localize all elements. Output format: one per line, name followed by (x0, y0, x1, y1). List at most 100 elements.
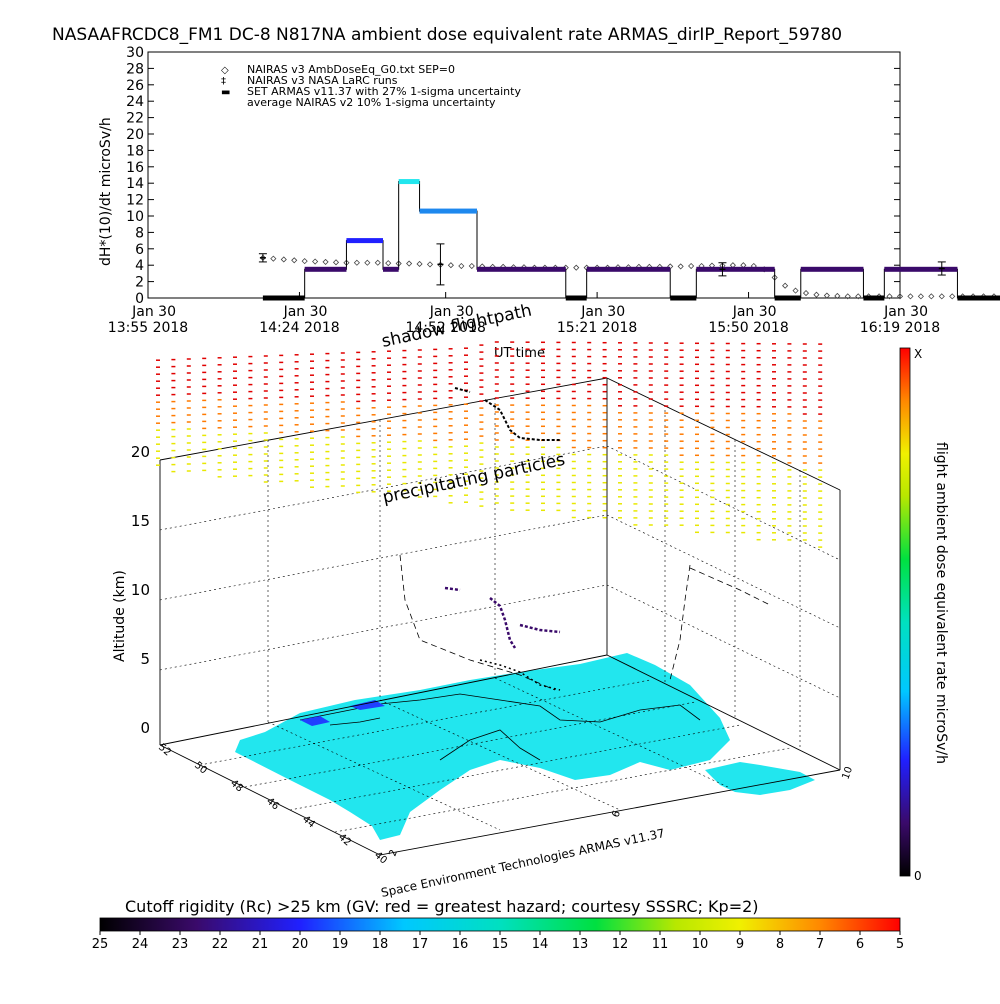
rigidity-tick-label: 15 (492, 937, 509, 952)
altitude-tick-label: 5 (140, 650, 150, 668)
x-tick-label-time: 15:21 2018 (557, 320, 637, 336)
grid-line (606, 445, 841, 561)
x-tick-label-date: Jan 30 (131, 304, 176, 320)
legend-symbol: ‡ (221, 76, 226, 87)
nairas-point (406, 260, 413, 267)
armas-segment (398, 179, 420, 185)
armas-segment (884, 266, 958, 272)
annotation-precipitating-particles: precipitating particles (381, 450, 567, 508)
grid-line (379, 699, 621, 811)
credit-label: Space Environment Technologies ARMAS v11… (380, 826, 666, 900)
x-axis-label: UT time (494, 346, 545, 361)
altitude-tick-label: 0 (140, 719, 150, 737)
armas-segment (346, 238, 383, 244)
box-edge (159, 744, 381, 856)
nairas-point (426, 261, 434, 268)
nairas-point (907, 293, 914, 300)
blue-patch (300, 700, 385, 726)
vertical-colorbar (899, 347, 911, 877)
plot-3d-grid (159, 398, 841, 833)
rigidity-tick-label: 21 (252, 937, 269, 952)
box-edge (159, 377, 608, 461)
altitude-tick-label: 15 (131, 512, 150, 530)
nairas-point (896, 293, 904, 300)
y-tick-label: 14 (126, 176, 144, 192)
rigidity-tick-label: 16 (452, 937, 469, 952)
rigidity-tick-label: 19 (332, 937, 349, 952)
armas-segment (696, 266, 775, 272)
nairas-point (332, 259, 340, 266)
nairas-point (688, 262, 695, 270)
grid-line (199, 679, 651, 766)
page-title: NASAAFRCDC8_FM1 DC-8 N817NA ambient dose… (52, 25, 842, 45)
rigidity-tick-label: 7 (816, 937, 824, 952)
y-axis-label: dH*(10)/dt microSv/h (98, 117, 114, 266)
legend-symbol: ▬ (221, 87, 230, 98)
nairas-point (573, 264, 580, 271)
box-edge (379, 769, 841, 856)
rigidity-tick-label: 25 (92, 937, 109, 952)
nairas-point (364, 259, 371, 266)
x-tick-label-date: Jan 30 (429, 304, 474, 320)
y-tick-label: 16 (126, 160, 144, 176)
armas-segment (477, 266, 566, 272)
latitude-tick-label: 52 (156, 742, 173, 759)
rigidity-tick-label: 13 (572, 937, 589, 952)
x-tick-label-date: Jan 30 (732, 304, 777, 320)
plot-3d-box (159, 377, 841, 856)
y-tick-label: 28 (126, 61, 144, 77)
colorbar-bottom-label: 0 (914, 869, 922, 883)
nairas-point (291, 257, 298, 264)
box-edge (606, 654, 841, 771)
nairas-point (938, 293, 945, 300)
grid-line (334, 747, 791, 833)
rigidity-tick-label: 9 (736, 937, 744, 952)
x-tick-label-time: 14:52 2018 (405, 320, 485, 336)
nairas-point (917, 293, 924, 300)
longitude-tick-label: 6 (610, 809, 623, 819)
y-tick-label: 2 (135, 275, 144, 291)
y-tick-label: 24 (126, 94, 144, 110)
rigidity-tick-label: 5 (896, 937, 904, 952)
series-larc-runs (258, 243, 946, 286)
longitude-tick-label: 2 (387, 848, 400, 858)
legend-label: NAIRAS v3 NASA LaRC runs (247, 74, 398, 87)
y-tick-label: 4 (135, 258, 144, 274)
altitude-ticks: 0 5 10 15 20 (131, 443, 150, 737)
rigidity-tick-label: 23 (172, 937, 189, 952)
y-tick-label: 12 (126, 193, 144, 209)
altitude-tick-label: 10 (131, 581, 150, 599)
nairas-point (322, 258, 329, 265)
grid-line (159, 514, 608, 601)
armas-segment (586, 266, 671, 272)
x-tick-label-date: Jan 30 (283, 304, 328, 320)
nairas-point (677, 263, 684, 270)
armas-segment (957, 295, 1000, 301)
nairas-point (802, 290, 810, 297)
altitude-tick-label: 20 (131, 443, 150, 461)
nairas-point (782, 282, 789, 289)
grid-line (159, 445, 608, 531)
nairas-point (949, 293, 956, 300)
grid-line (494, 677, 731, 789)
nairas-point (813, 291, 820, 298)
grid-line (244, 701, 696, 788)
colorbar-label: flight ambient dose equivalent rate micr… (933, 442, 949, 764)
rigidity-tick-label: 8 (776, 937, 784, 952)
rigidity-colorbar (99, 917, 901, 932)
armas-segment (774, 295, 801, 301)
flight-path (399, 387, 771, 691)
cyan-surface-island (705, 762, 815, 795)
rigidity-ticks: 25 24 23 22 21 20 19 18 17 16 15 14 13 12 11 10 9 8 7 6 5 (92, 931, 904, 952)
nairas-point (353, 259, 360, 266)
y-tick-label: 22 (126, 111, 144, 127)
rigidity-title: Cutoff rigidity (Rc) >25 km (GV: red = g… (125, 897, 759, 916)
shadow-flightpath-line (399, 554, 771, 691)
rigidity-tick-label: 17 (412, 937, 429, 952)
legend-label: SET ARMAS v11.37 with 27% 1-sigma uncert… (247, 85, 521, 98)
armas-segment (383, 266, 399, 272)
y-tick-label: 18 (126, 143, 144, 159)
